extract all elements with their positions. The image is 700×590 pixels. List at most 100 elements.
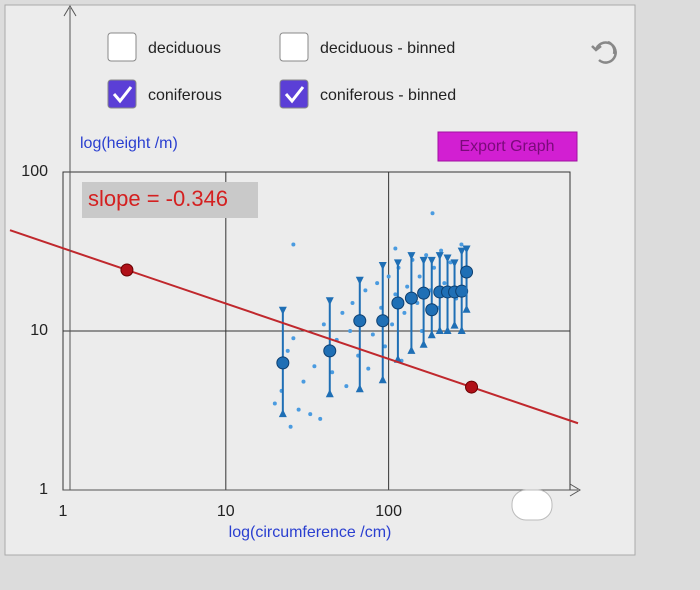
point bbox=[330, 370, 335, 375]
error-low bbox=[462, 304, 471, 313]
error-low bbox=[325, 389, 334, 398]
point bbox=[448, 260, 453, 265]
error-high bbox=[450, 259, 459, 268]
point bbox=[301, 379, 306, 384]
error-low bbox=[278, 409, 287, 418]
point bbox=[321, 322, 326, 327]
checkbox[interactable] bbox=[279, 79, 309, 109]
error-high bbox=[278, 306, 287, 315]
point bbox=[439, 248, 444, 253]
point bbox=[430, 211, 435, 216]
bin-point bbox=[323, 344, 337, 358]
checkbox[interactable] bbox=[107, 79, 137, 109]
fit-handle[interactable] bbox=[465, 380, 479, 394]
bin-point bbox=[391, 296, 405, 310]
export-button[interactable] bbox=[437, 131, 578, 162]
error-low bbox=[355, 384, 364, 393]
checkmark bbox=[284, 86, 305, 104]
point bbox=[370, 332, 375, 337]
slope-annotation: slope = -0.346 bbox=[88, 186, 228, 211]
error-high bbox=[419, 256, 428, 265]
point bbox=[402, 310, 407, 315]
error-high bbox=[462, 245, 471, 254]
y-tick-label: 100 bbox=[21, 163, 48, 180]
bin-point bbox=[376, 314, 390, 328]
point bbox=[442, 281, 447, 286]
bin-point bbox=[417, 286, 431, 300]
point bbox=[424, 253, 429, 258]
error-low bbox=[419, 339, 428, 348]
point bbox=[405, 284, 410, 289]
point bbox=[296, 407, 301, 412]
bin-point bbox=[425, 303, 439, 317]
error-low bbox=[443, 326, 452, 334]
annotation-box bbox=[82, 182, 258, 218]
point bbox=[363, 288, 368, 293]
bin-point bbox=[276, 356, 290, 370]
error-high bbox=[325, 297, 334, 306]
refresh-icon[interactable] bbox=[591, 40, 617, 64]
x-axis-arrow bbox=[569, 483, 581, 497]
point bbox=[386, 274, 391, 279]
error-low bbox=[378, 375, 387, 384]
checkbox-label[interactable]: coniferous bbox=[148, 87, 222, 104]
point bbox=[432, 265, 437, 270]
point bbox=[288, 424, 293, 429]
error-low bbox=[435, 326, 444, 334]
point bbox=[393, 292, 398, 297]
error-high bbox=[457, 247, 466, 256]
point bbox=[318, 416, 323, 421]
error-low bbox=[427, 330, 436, 339]
x-tick-label: 100 bbox=[375, 503, 402, 520]
export-button-label[interactable]: Export Graph bbox=[459, 138, 554, 155]
error-high bbox=[355, 276, 364, 285]
bin-point bbox=[460, 265, 474, 279]
error-low bbox=[457, 326, 466, 334]
checkbox-label[interactable]: deciduous - binned bbox=[320, 40, 455, 57]
checkbox-label[interactable]: deciduous bbox=[148, 40, 221, 57]
point bbox=[308, 412, 313, 417]
error-low bbox=[450, 320, 459, 329]
checkbox[interactable] bbox=[279, 32, 309, 62]
bin-point bbox=[455, 284, 469, 298]
point bbox=[366, 366, 371, 371]
y-tick-label: 10 bbox=[30, 322, 48, 339]
point bbox=[383, 344, 388, 349]
error-high bbox=[393, 259, 402, 268]
point bbox=[291, 242, 296, 247]
error-high bbox=[435, 252, 444, 261]
fit-line bbox=[9, 229, 579, 425]
error-high bbox=[378, 262, 387, 271]
point bbox=[312, 364, 317, 369]
point bbox=[350, 301, 355, 306]
point bbox=[375, 281, 380, 286]
point bbox=[393, 246, 398, 251]
controls: deciduous deciduous - binned coniferous con… bbox=[107, 32, 456, 109]
checkbox[interactable] bbox=[107, 32, 137, 62]
point bbox=[348, 329, 353, 333]
point bbox=[390, 322, 395, 327]
point bbox=[340, 310, 345, 315]
checkbox-label[interactable]: coniferous - binned bbox=[320, 87, 456, 104]
bin-point bbox=[353, 314, 367, 328]
fullscreen-button[interactable] bbox=[511, 489, 553, 521]
point bbox=[459, 242, 464, 247]
x-axis-label: log(circumference /cm) bbox=[229, 524, 392, 541]
point bbox=[291, 336, 296, 341]
x-tick-label: 10 bbox=[217, 503, 235, 520]
checkmark bbox=[112, 86, 133, 104]
fit-handle[interactable] bbox=[120, 263, 134, 277]
y-axis-arrow bbox=[63, 5, 77, 17]
y-axis-label: log(height /m) bbox=[80, 135, 178, 152]
bin-point bbox=[404, 291, 418, 305]
point bbox=[285, 348, 290, 353]
error-high bbox=[443, 254, 452, 263]
error-high bbox=[407, 252, 416, 261]
point bbox=[344, 384, 349, 389]
point bbox=[417, 274, 422, 279]
point bbox=[272, 401, 277, 406]
x-tick-label: 1 bbox=[59, 503, 68, 520]
error-low bbox=[407, 345, 416, 354]
